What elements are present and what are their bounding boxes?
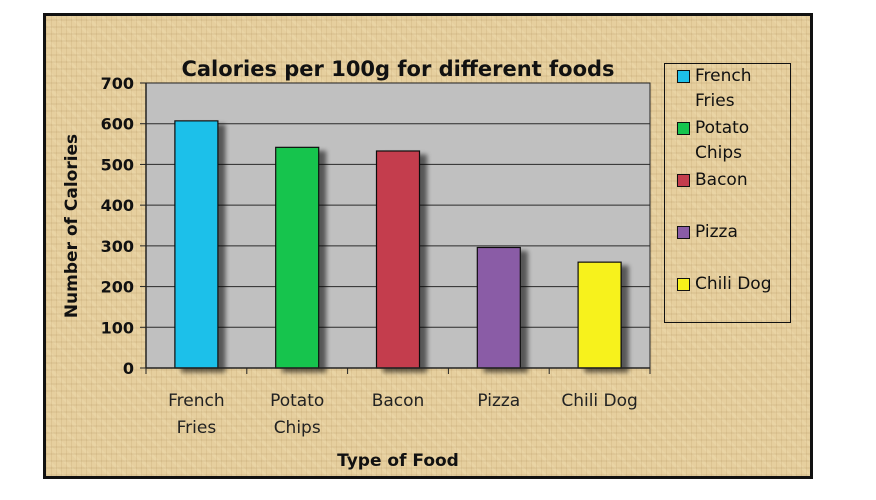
- legend-swatch: [677, 226, 690, 239]
- bar: [577, 261, 622, 369]
- y-tick-label: 600: [101, 115, 134, 134]
- chart-title: Calories per 100g for different foods: [181, 57, 614, 81]
- x-tick-label: Bacon: [372, 391, 425, 411]
- legend-label: Chili Dog: [695, 274, 772, 294]
- bar: [375, 150, 421, 369]
- legend-label: Potato Chips: [695, 118, 750, 163]
- x-tick-label: Chili Dog: [561, 391, 638, 411]
- y-axis-title: Number of Calories: [62, 134, 82, 318]
- axes: [140, 82, 651, 374]
- y-tick-labels: 0 100 200 300 400 500 600 700: [101, 74, 134, 378]
- x-axis-title: Type of Food: [337, 451, 459, 471]
- bar: [174, 120, 219, 369]
- y-tick-label: 200: [101, 278, 134, 297]
- legend: French Fries Potato Chips Bacon Pizza Ch…: [664, 63, 791, 323]
- legend-swatch: [677, 122, 690, 135]
- x-tick-labels: French Fries Potato Chips Bacon Pizza Chili Do…: [168, 391, 638, 438]
- y-tick-label: 300: [101, 237, 134, 256]
- legend-swatch: [677, 174, 690, 187]
- legend-label: Pizza: [695, 222, 738, 242]
- y-tick-label: 500: [101, 155, 134, 174]
- bar: [476, 246, 521, 369]
- bar: [275, 146, 320, 369]
- y-tick-label: 0: [123, 359, 134, 378]
- x-tick-label: French Fries: [168, 391, 225, 438]
- legend-swatch: [677, 278, 690, 291]
- y-tick-label: 100: [101, 318, 134, 337]
- legend-label: French Fries: [695, 66, 752, 111]
- legend-swatch: [677, 70, 690, 83]
- bars: [174, 120, 622, 369]
- legend-label: Bacon: [695, 170, 748, 190]
- y-tick-label: 400: [101, 196, 134, 215]
- y-tick-label: 700: [101, 74, 134, 93]
- x-tick-label: Pizza: [477, 391, 520, 411]
- x-tick-label: Potato Chips: [270, 391, 324, 438]
